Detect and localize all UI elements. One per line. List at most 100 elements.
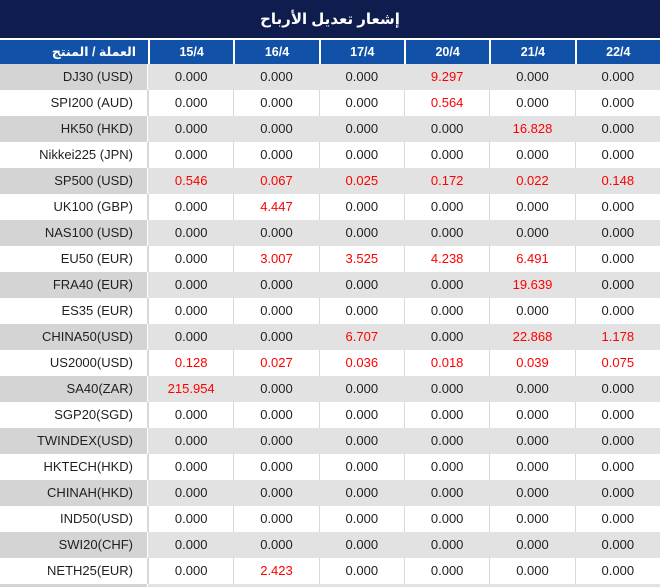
table-row: EU50 (EUR) 0.000 3.007 3.525 4.238 6.491 0.000 <box>0 246 660 272</box>
product-cell: SA40(ZAR) <box>0 376 148 402</box>
value-cell: 0.000 <box>574 116 660 142</box>
product-cell: Nikkei225 (JPN) <box>0 142 148 168</box>
value-cell: 0.000 <box>318 532 404 558</box>
value-cell: 0.000 <box>233 454 319 480</box>
value-cell: 0.128 <box>148 350 234 376</box>
value-cell: 0.022 <box>489 168 575 194</box>
value-cell: 0.000 <box>574 64 660 90</box>
value-cell: 0.000 <box>403 402 490 428</box>
table-row: SP500 (USD) 0.546 0.067 0.025 0.172 0.022 0.14… <box>0 168 660 194</box>
value-cell: 0.000 <box>233 298 319 324</box>
value-cell: 0.000 <box>233 64 319 90</box>
value-cell: 0.000 <box>489 90 575 116</box>
table-row: CHINAH(HKD) 0.000 0.000 0.000 0.000 0.000 0.00… <box>0 480 660 506</box>
value-cell: 0.000 <box>403 480 490 506</box>
table-row: NAS100 (USD) 0.000 0.000 0.000 0.000 0.000 0.0… <box>0 220 660 246</box>
bottom-strip-product-segment <box>0 584 148 587</box>
product-cell: IND50(USD) <box>0 506 148 532</box>
product-cell: ES35 (EUR) <box>0 298 148 324</box>
value-cell: 0.000 <box>318 220 404 246</box>
value-cell: 0.000 <box>318 480 404 506</box>
table-row: US2000(USD) 0.128 0.027 0.036 0.018 0.039 0.07… <box>0 350 660 376</box>
value-cell: 0.025 <box>318 168 404 194</box>
value-cell: 0.000 <box>489 454 575 480</box>
value-cell: 0.000 <box>574 480 660 506</box>
value-cell: 0.000 <box>233 116 319 142</box>
table-row: Nikkei225 (JPN) 0.000 0.000 0.000 0.000 0.000… <box>0 142 660 168</box>
value-cell: 215.954 <box>148 376 234 402</box>
value-cell: 0.000 <box>403 558 490 584</box>
value-cell: 0.000 <box>318 272 404 298</box>
product-cell: HK50 (HKD) <box>0 116 148 142</box>
value-cell: 0.000 <box>403 532 490 558</box>
value-cell: 0.000 <box>403 272 490 298</box>
value-cell: 0.000 <box>574 428 660 454</box>
column-header-date: 20/4 <box>403 40 489 64</box>
value-cell: 0.000 <box>148 64 234 90</box>
bottom-row-strip <box>0 584 660 587</box>
value-cell: 0.000 <box>148 116 234 142</box>
value-cell: 19.639 <box>489 272 575 298</box>
value-cell: 3.007 <box>233 246 319 272</box>
table-row: DJ30 (USD) 0.000 0.000 0.000 9.297 0.000 0.000 <box>0 64 660 90</box>
value-cell: 0.000 <box>148 454 234 480</box>
value-cell: 0.000 <box>489 428 575 454</box>
value-cell: 0.000 <box>574 194 660 220</box>
value-cell: 0.000 <box>233 532 319 558</box>
value-cell: 0.000 <box>318 376 404 402</box>
value-cell: 0.000 <box>148 272 234 298</box>
value-cell: 0.075 <box>574 350 660 376</box>
value-cell: 0.000 <box>318 298 404 324</box>
product-cell: EU50 (EUR) <box>0 246 148 272</box>
value-cell: 0.000 <box>233 506 319 532</box>
value-cell: 0.000 <box>148 298 234 324</box>
value-cell: 0.000 <box>148 142 234 168</box>
value-cell: 0.000 <box>574 298 660 324</box>
value-cell: 9.297 <box>403 64 490 90</box>
value-cell: 0.000 <box>489 506 575 532</box>
value-cell: 0.000 <box>148 90 234 116</box>
value-cell: 0.000 <box>574 142 660 168</box>
value-cell: 0.000 <box>403 506 490 532</box>
value-cell: 0.000 <box>403 142 490 168</box>
value-cell: 0.000 <box>318 402 404 428</box>
value-cell: 0.000 <box>489 532 575 558</box>
value-cell: 0.000 <box>574 246 660 272</box>
product-cell: NETH25(EUR) <box>0 558 148 584</box>
value-cell: 0.027 <box>233 350 319 376</box>
value-cell: 0.000 <box>489 402 575 428</box>
value-cell: 0.000 <box>403 428 490 454</box>
page-title: إشعار تعديل الأرباح <box>260 11 400 28</box>
value-cell: 0.000 <box>148 506 234 532</box>
table-row: UK100 (GBP) 0.000 4.447 0.000 0.000 0.000 0.00… <box>0 194 660 220</box>
value-cell: 0.000 <box>233 90 319 116</box>
value-cell: 0.000 <box>489 220 575 246</box>
product-cell: DJ30 (USD) <box>0 64 148 90</box>
value-cell: 0.000 <box>489 558 575 584</box>
value-cell: 0.000 <box>574 376 660 402</box>
column-header-date: 15/4 <box>148 40 233 64</box>
value-cell: 0.000 <box>489 376 575 402</box>
value-cell: 0.000 <box>403 298 490 324</box>
column-header-date: 16/4 <box>233 40 318 64</box>
table-row: NETH25(EUR) 0.000 2.423 0.000 0.000 0.000 0.00… <box>0 558 660 584</box>
value-cell: 4.447 <box>233 194 319 220</box>
column-header-date: 22/4 <box>574 40 660 64</box>
value-cell: 0.000 <box>233 142 319 168</box>
product-cell: HKTECH(HKD) <box>0 454 148 480</box>
value-cell: 0.000 <box>403 220 490 246</box>
table-body: DJ30 (USD) 0.000 0.000 0.000 9.297 0.000 0.000… <box>0 64 660 584</box>
value-cell: 0.000 <box>318 454 404 480</box>
value-cell: 0.000 <box>318 506 404 532</box>
value-cell: 0.000 <box>489 298 575 324</box>
value-cell: 0.148 <box>574 168 660 194</box>
value-cell: 0.000 <box>233 324 319 350</box>
product-cell: SPI200 (AUD) <box>0 90 148 116</box>
product-cell: TWINDEX(USD) <box>0 428 148 454</box>
table-row: SA40(ZAR) 215.954 0.000 0.000 0.000 0.000 0.00… <box>0 376 660 402</box>
value-cell: 0.000 <box>148 428 234 454</box>
value-cell: 0.000 <box>574 220 660 246</box>
value-cell: 0.067 <box>233 168 319 194</box>
value-cell: 22.868 <box>489 324 575 350</box>
